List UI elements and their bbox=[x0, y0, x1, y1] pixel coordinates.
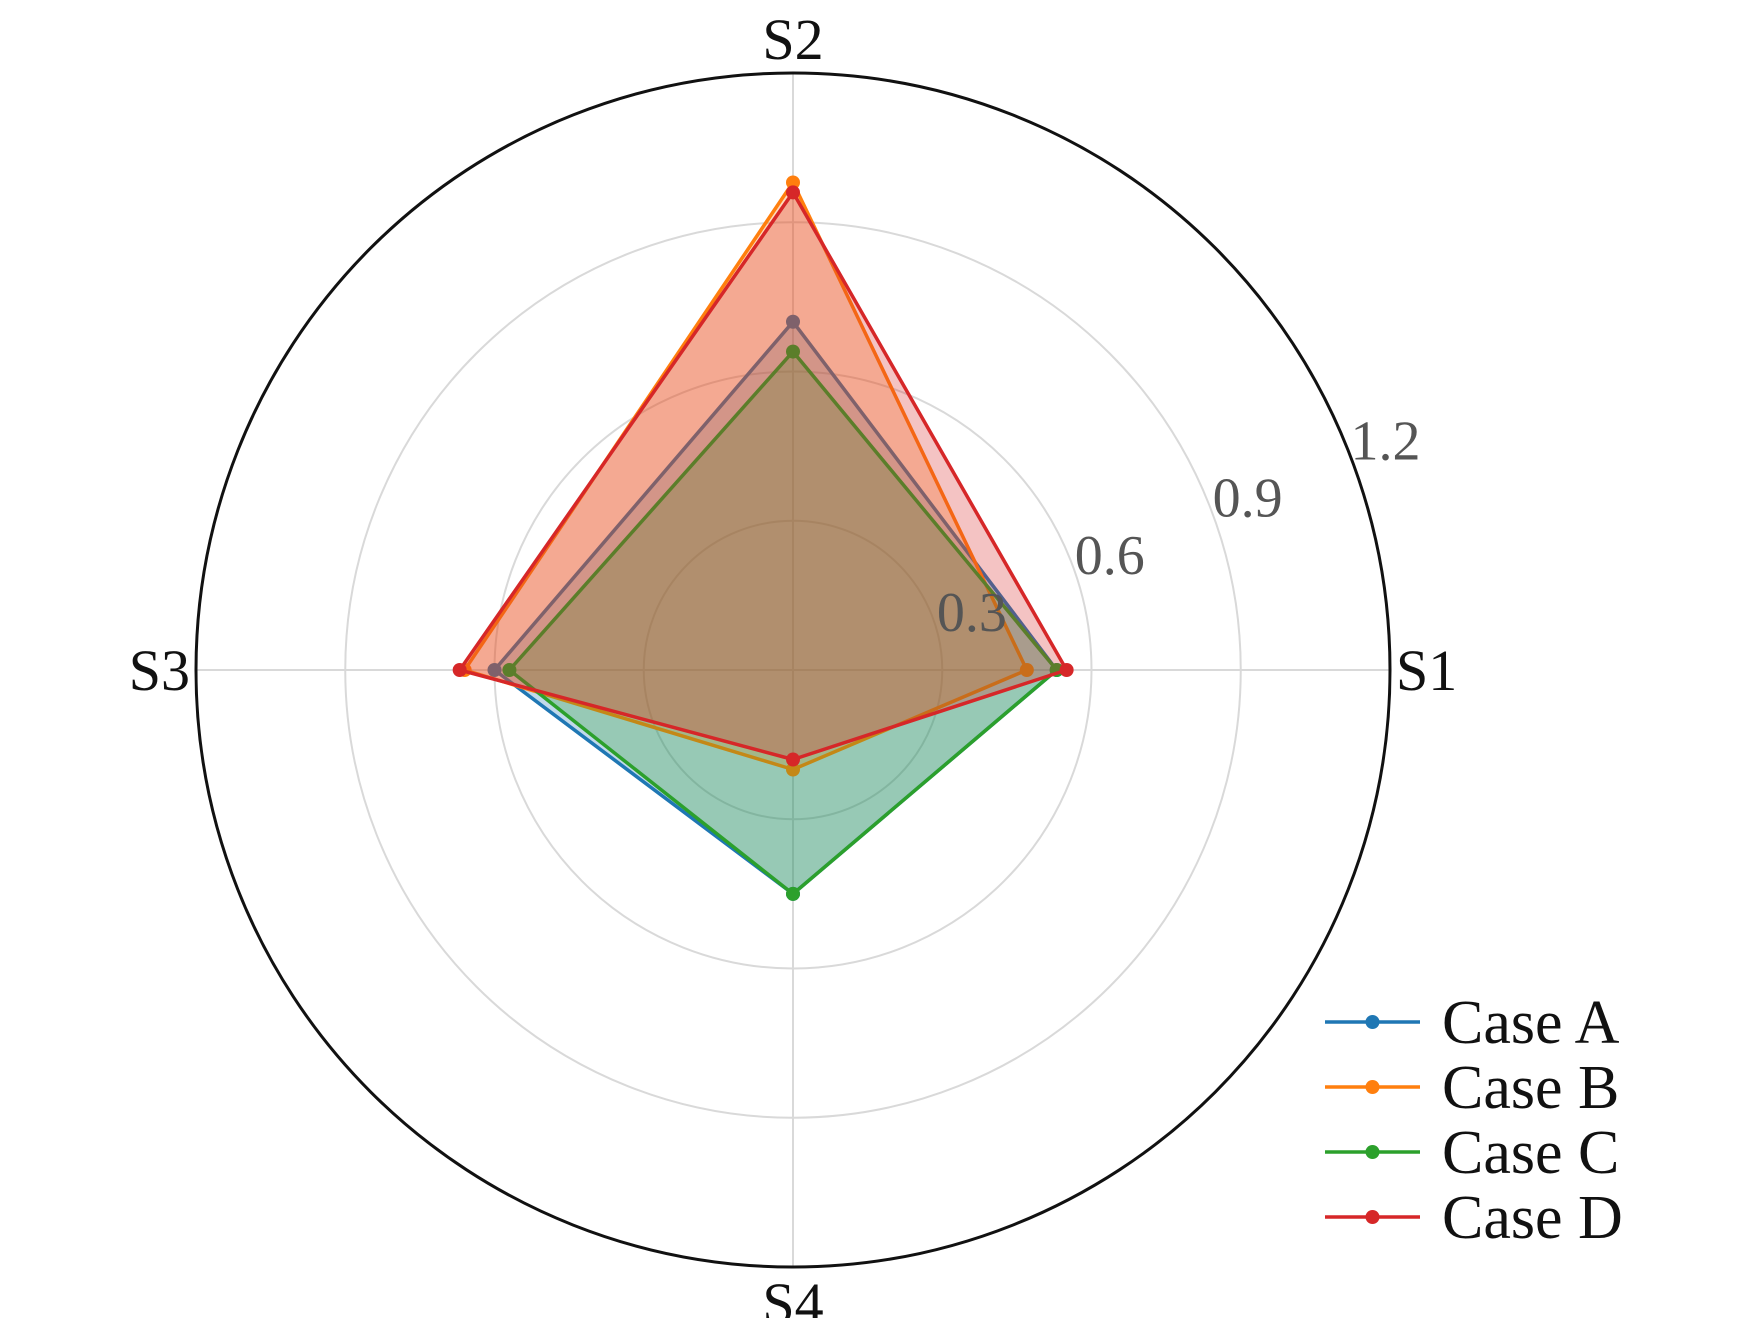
data-point bbox=[786, 752, 800, 767]
outer-frame bbox=[194, 71, 1392, 1269]
axis-label-s2: S2 bbox=[762, 7, 823, 72]
axis-label-s3: S3 bbox=[129, 638, 190, 703]
series-fill bbox=[494, 321, 1057, 894]
radial-tick-label: 0.9 bbox=[1213, 468, 1283, 530]
legend-marker bbox=[1365, 1210, 1380, 1224]
grid bbox=[194, 71, 1392, 1269]
series-fill bbox=[459, 192, 1067, 760]
axis-label-s1: S1 bbox=[1396, 638, 1457, 703]
data-point bbox=[1059, 663, 1074, 677]
series-case-d bbox=[452, 185, 1074, 767]
series-fill bbox=[464, 182, 1027, 770]
legend-label: Case D bbox=[1442, 1184, 1623, 1252]
data-point bbox=[502, 663, 517, 677]
radial-ticks: 0.3 0.6 0.9 1.2 bbox=[937, 411, 1421, 644]
legend-marker bbox=[1365, 1015, 1380, 1029]
legend-label: Case A bbox=[1442, 989, 1620, 1057]
legend-item: Case C bbox=[1325, 1119, 1619, 1187]
series-layer bbox=[452, 175, 1074, 901]
radial-tick-label: 0.6 bbox=[1075, 525, 1145, 587]
data-point bbox=[487, 663, 502, 677]
legend-marker bbox=[1365, 1145, 1380, 1159]
legend-label: Case C bbox=[1442, 1119, 1619, 1187]
data-point bbox=[786, 762, 800, 777]
data-point bbox=[786, 344, 800, 359]
legend-item: Case A bbox=[1325, 989, 1620, 1057]
axis-label-s4: S4 bbox=[762, 1271, 823, 1318]
series-fill bbox=[509, 351, 1057, 894]
data-point bbox=[786, 314, 800, 329]
data-point bbox=[786, 185, 800, 200]
data-point bbox=[786, 175, 800, 190]
legend-label: Case B bbox=[1442, 1054, 1619, 1122]
legend-item: Case D bbox=[1325, 1184, 1623, 1252]
data-point bbox=[1019, 663, 1034, 677]
legend-item: Case B bbox=[1325, 1054, 1619, 1122]
data-point bbox=[786, 886, 800, 901]
radial-tick-label: 1.2 bbox=[1351, 411, 1421, 473]
axis-labels: S1 S2 S3 S4 bbox=[129, 7, 1458, 1318]
data-point bbox=[452, 663, 467, 677]
radial-tick-label: 0.3 bbox=[937, 582, 1007, 644]
legend-marker bbox=[1365, 1080, 1380, 1094]
